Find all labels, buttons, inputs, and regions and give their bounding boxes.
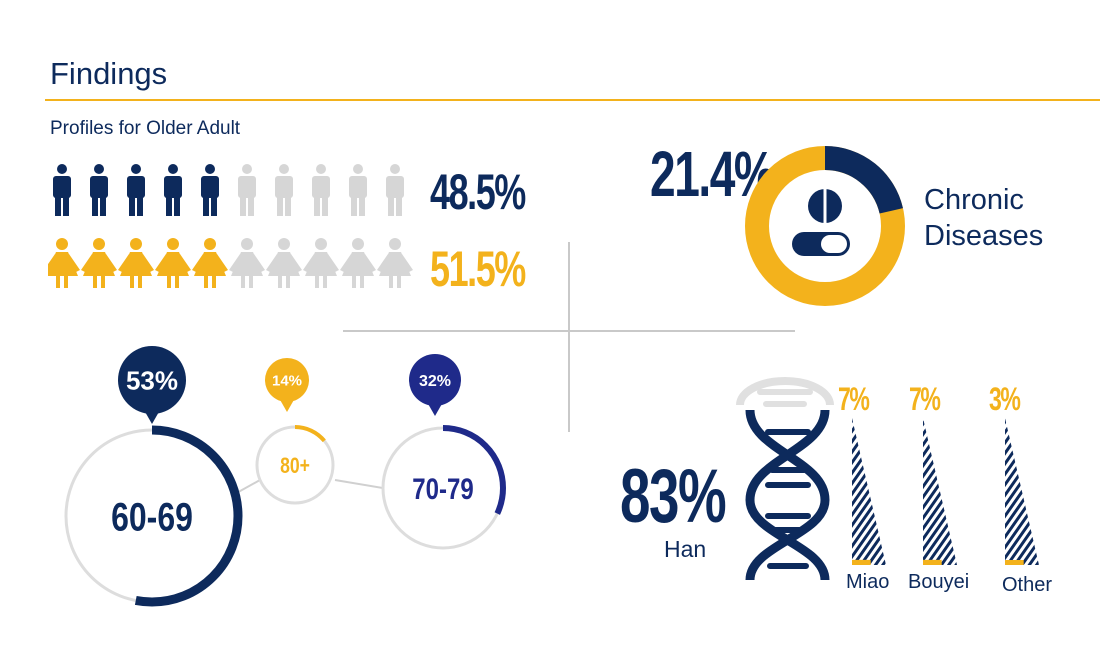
wedge-share <box>1005 560 1024 565</box>
age-group-80+: 80+ 14% <box>255 358 335 505</box>
bouyei-label: Bouyei <box>908 571 970 593</box>
other-percent: 3% <box>989 381 1021 417</box>
age-group-chart: 60-69 53% 80+ 14% 70-79 32% <box>61 346 506 607</box>
person-icon <box>377 238 413 288</box>
female-percent: 51.5% <box>430 241 526 297</box>
chronic-label: Chronic Diseases <box>924 182 1043 254</box>
age-percent: 14% <box>272 372 302 389</box>
person-icon <box>266 238 302 288</box>
person-icon <box>275 164 293 216</box>
han-percent: 83% <box>620 454 727 539</box>
chronic-label-line1: Chronic <box>924 184 1024 216</box>
age-ring-arc <box>380 425 506 551</box>
chronic-label-line2: Diseases <box>924 220 1044 252</box>
female-icon-row <box>48 238 413 288</box>
wedge-share <box>852 559 871 565</box>
person-icon <box>127 164 145 216</box>
person-icon <box>53 164 71 216</box>
dna-icon <box>736 377 834 581</box>
person-icon <box>118 238 154 288</box>
person-icon <box>229 238 265 288</box>
person-icon <box>192 238 228 288</box>
ethnicity-wedge-bouyei <box>923 418 957 565</box>
person-icon <box>386 164 404 216</box>
title-divider <box>45 99 1100 101</box>
han-label: Han <box>664 536 707 562</box>
person-icon <box>48 238 80 288</box>
male-icon-row <box>53 164 404 216</box>
other-label: Other <box>1002 574 1053 596</box>
chronic-donut <box>745 146 905 306</box>
miao-percent: 7% <box>838 381 870 417</box>
age-percent: 53% <box>126 365 178 395</box>
quadrant-divider-horizontal <box>343 330 795 332</box>
person-icon <box>155 238 191 288</box>
person-icon <box>303 238 339 288</box>
wedge-share <box>923 559 942 565</box>
person-icon <box>201 164 219 216</box>
person-icon <box>312 164 330 216</box>
person-icon <box>349 164 367 216</box>
page-title: Findings <box>50 56 168 91</box>
age-label: 80+ <box>280 454 310 478</box>
male-percent: 48.5% <box>430 164 526 220</box>
person-icon <box>164 164 182 216</box>
person-icon <box>81 238 117 288</box>
quadrant-divider-vertical <box>568 242 570 432</box>
pill-icon <box>792 189 850 256</box>
age-label: 60-69 <box>111 494 193 539</box>
ethnicity-chart <box>736 377 1039 581</box>
donut-chronic-arc <box>745 146 905 306</box>
ethnicity-wedge-other <box>1005 418 1039 565</box>
age-label: 70-79 <box>412 471 473 505</box>
percent-badge <box>409 354 461 406</box>
percent-badge <box>265 358 309 402</box>
percent-badge <box>118 346 186 414</box>
ethnicity-wedge-miao <box>852 418 886 565</box>
age-group-70-79: 70-79 32% <box>380 354 506 551</box>
miao-label: Miao <box>846 571 890 593</box>
person-icon <box>238 164 256 216</box>
person-icon <box>340 238 376 288</box>
age-group-60-69: 60-69 53% <box>61 346 243 607</box>
age-ring-arc <box>255 425 335 505</box>
person-icon <box>90 164 108 216</box>
section-subtitle: Profiles for Older Adult <box>50 118 241 139</box>
age-percent: 32% <box>419 373 451 390</box>
bouyei-percent: 7% <box>909 381 941 417</box>
age-ring-arc <box>61 425 243 607</box>
